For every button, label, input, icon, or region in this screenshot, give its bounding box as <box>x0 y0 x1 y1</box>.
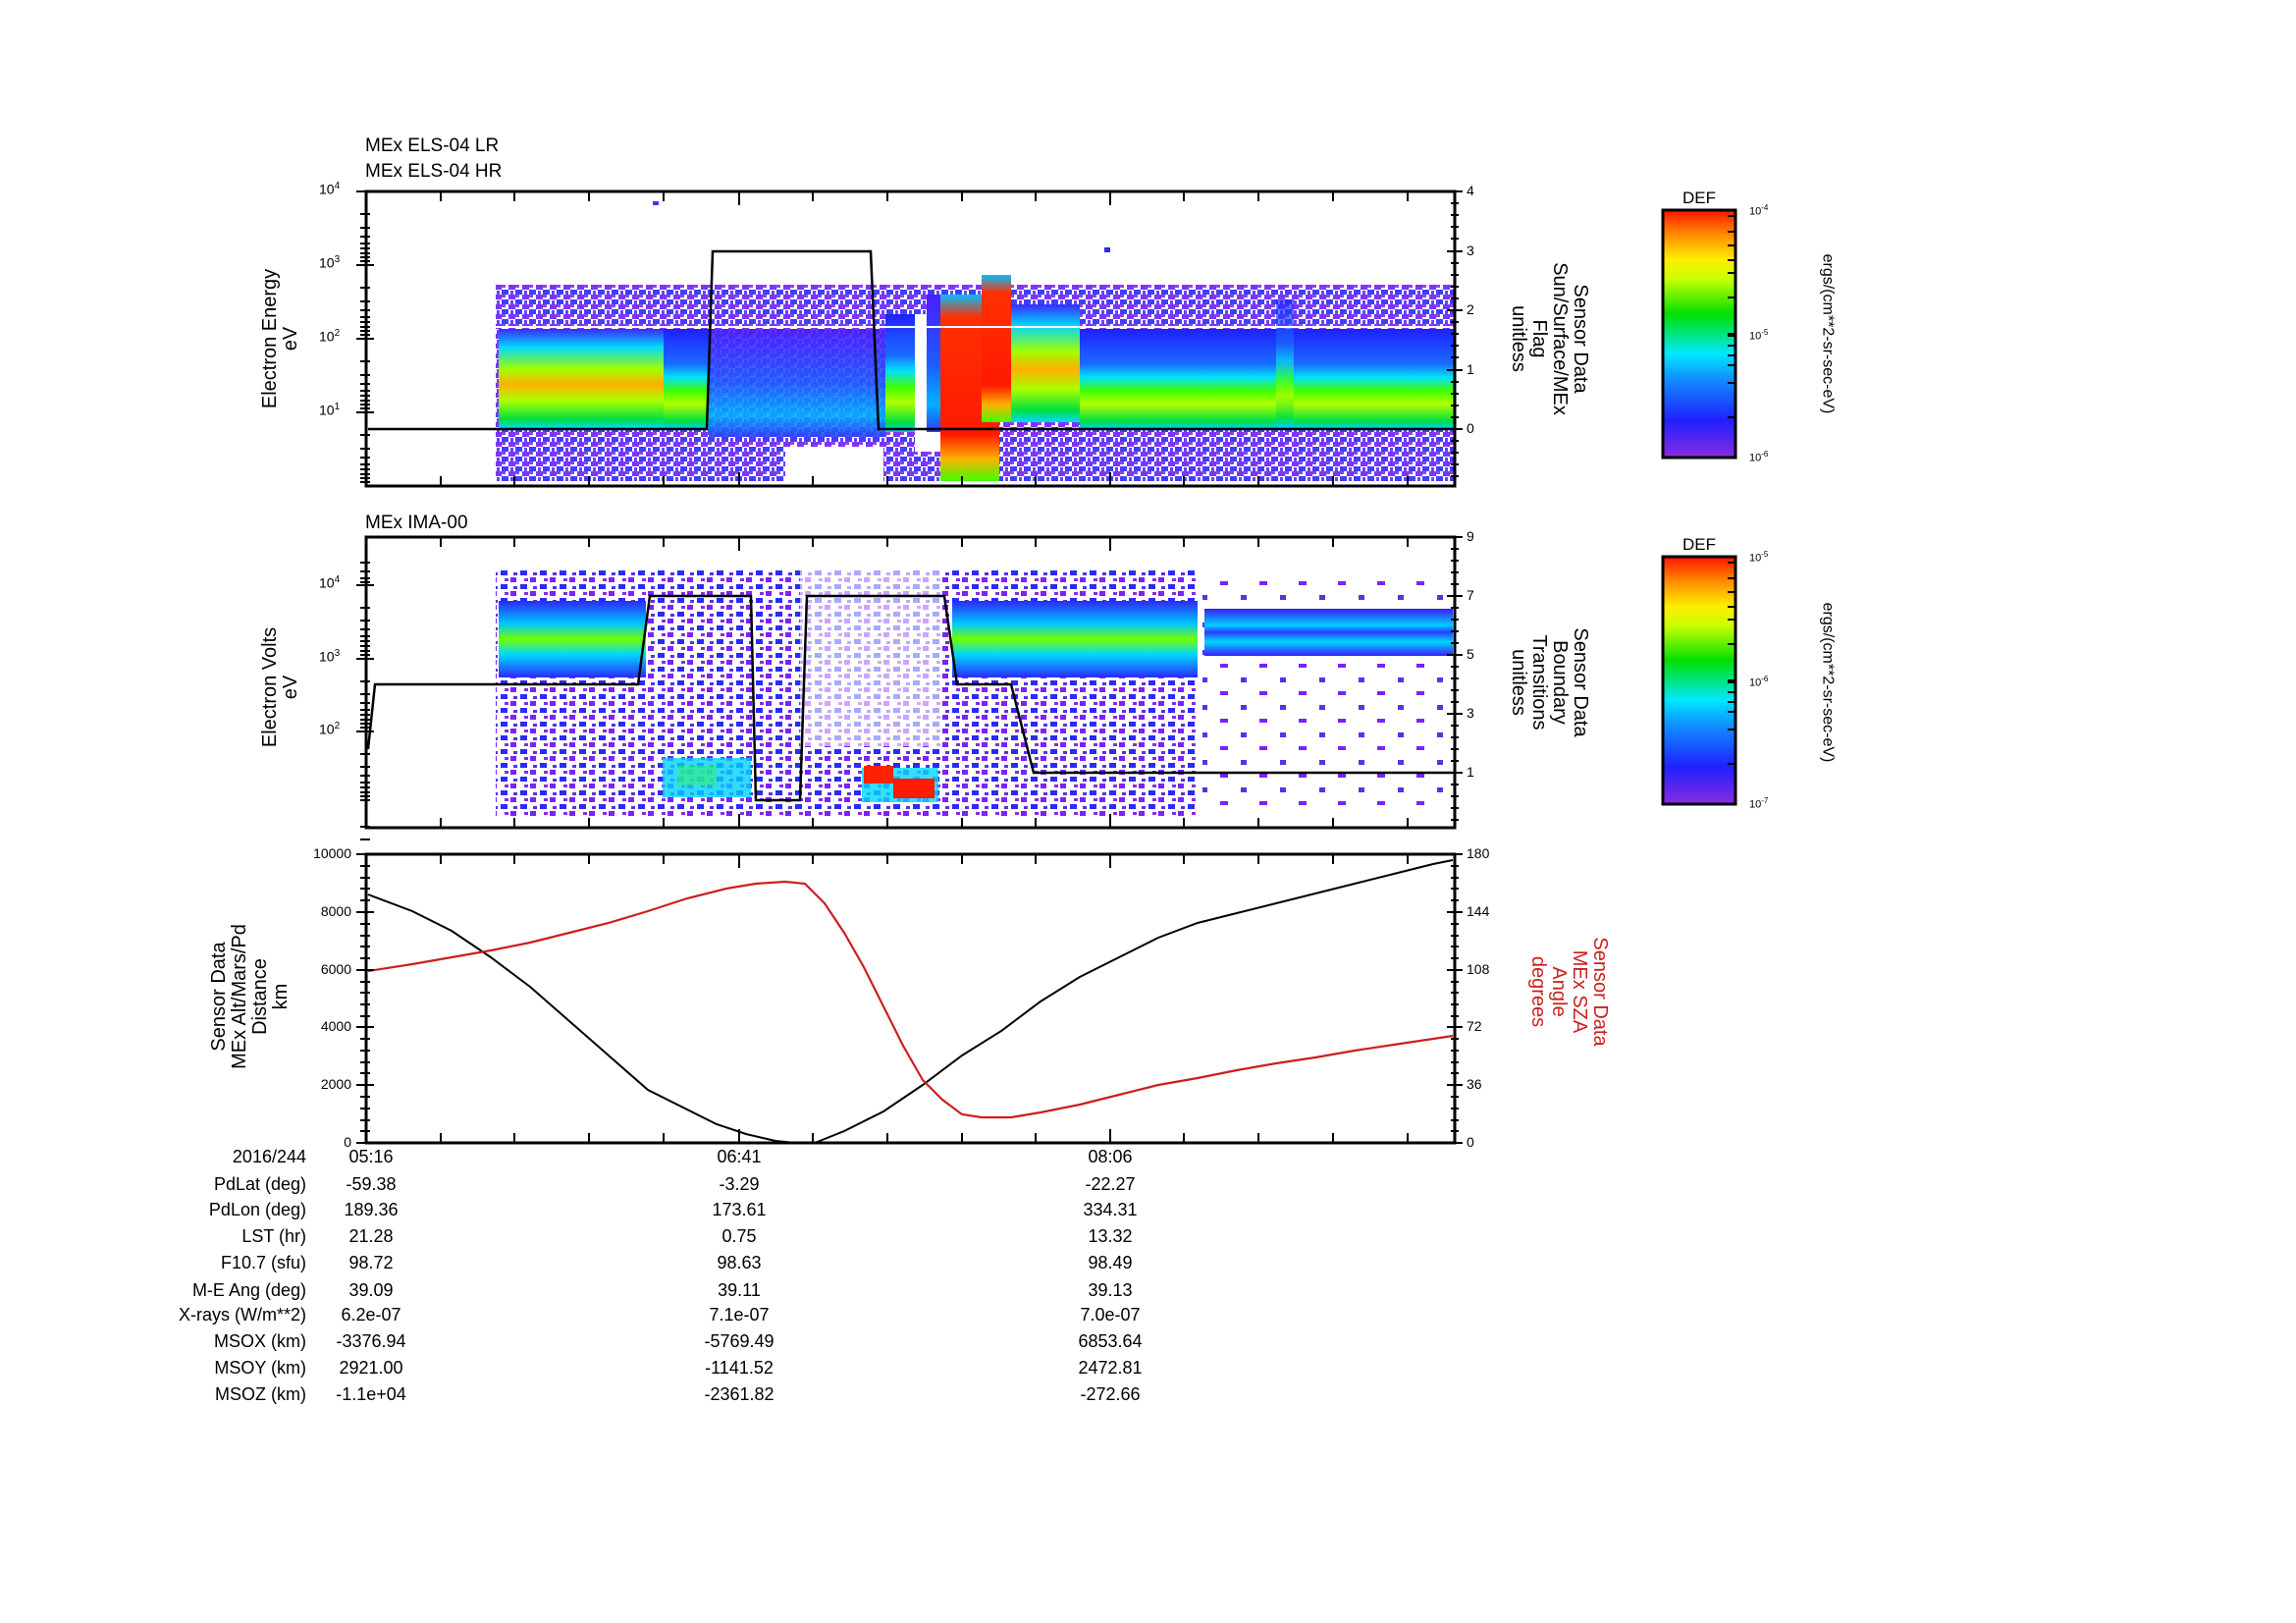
eph-value: 21.28 <box>348 1226 394 1246</box>
els-rtick-1: 1 <box>1467 361 1474 377</box>
els-colorbar-min: 10-6 <box>1749 450 1769 464</box>
els-ytick-1e2: 102 <box>319 328 341 345</box>
els-rtick-0: 0 <box>1467 420 1474 436</box>
eph-row-label: 2016/244 <box>232 1147 306 1166</box>
eph-value: 39.11 <box>718 1280 761 1300</box>
ima-colorbar-title: DEF <box>1682 535 1716 554</box>
eph-value: 39.13 <box>1088 1280 1133 1300</box>
y-ticks <box>356 190 1463 1144</box>
ima-rtick-5: 5 <box>1467 646 1474 662</box>
els-colorbar-title: DEF <box>1682 189 1716 207</box>
eph-row-label: MSOY (km) <box>214 1358 306 1378</box>
eph-value: 98.49 <box>1088 1253 1133 1272</box>
eph-value: -5769.49 <box>704 1331 774 1351</box>
colorbar-ima <box>1661 555 1737 806</box>
eph-value: 334.31 <box>1083 1200 1138 1219</box>
orbit-ytick-6000: 6000 <box>320 961 351 977</box>
eph-value: 7.1e-07 <box>709 1305 770 1325</box>
els-rtick-4: 4 <box>1467 183 1474 198</box>
ima-colorbar-max: 10-5 <box>1749 550 1769 565</box>
eph-row-label: F10.7 (sfu) <box>220 1253 306 1272</box>
eph-row-label: PdLon (deg) <box>208 1200 306 1219</box>
ima-spectrogram <box>366 569 1453 817</box>
ima-ytick-1e2: 102 <box>319 721 341 737</box>
eph-value: 98.63 <box>717 1253 762 1272</box>
els-rtick-3: 3 <box>1467 243 1474 258</box>
els-ylabel-right: Sensor Data Sun/Surface/MEx Flag unitless <box>1508 262 1591 415</box>
eph-value: -3.29 <box>719 1174 760 1194</box>
ima-colorbar-mid: 10-6 <box>1749 675 1769 689</box>
els-colorbar-max: 10-4 <box>1749 203 1769 218</box>
orbit-ylabel-left: Sensor Data MEx Alt/Mars/Pd Distance km <box>208 924 292 1069</box>
orbit-rtick-72: 72 <box>1467 1018 1482 1034</box>
els-title-hr: MEx ELS-04 HR <box>365 161 503 182</box>
eph-value: 6853.64 <box>1078 1331 1143 1351</box>
eph-value: -272.66 <box>1080 1384 1141 1404</box>
ima-title: MEx IMA-00 <box>365 513 468 533</box>
eph-row-label: MSOZ (km) <box>215 1384 306 1404</box>
colorbar-els <box>1661 208 1737 460</box>
orbit-rtick-36: 36 <box>1467 1076 1482 1092</box>
eph-value: 13.32 <box>1088 1226 1133 1246</box>
orbit-rtick-0: 0 <box>1467 1134 1474 1150</box>
eph-value: -59.38 <box>346 1174 397 1194</box>
eph-value: 6.2e-07 <box>341 1305 401 1325</box>
orbit-rtick-180: 180 <box>1467 845 1490 861</box>
ima-ylabel-right: Sensor Data Boundary Transitions unitless <box>1508 627 1591 737</box>
eph-row-label: LST (hr) <box>241 1226 306 1246</box>
orbit-rtick-144: 144 <box>1467 903 1490 919</box>
eph-row-label: MSOX (km) <box>214 1331 306 1351</box>
orbit-ytick-0: 0 <box>344 1134 351 1150</box>
orbit-ytick-2000: 2000 <box>320 1076 351 1092</box>
ima-colorbar-units: ergs/(cm**2-sr-sec-eV) <box>1819 602 1837 763</box>
eph-value: -2361.82 <box>704 1384 774 1404</box>
eph-value: 39.09 <box>348 1280 394 1300</box>
eph-value: 173.61 <box>712 1200 767 1219</box>
eph-value: 98.72 <box>348 1253 394 1272</box>
eph-row-label: M-E Ang (deg) <box>191 1280 306 1300</box>
ima-rtick-1: 1 <box>1467 764 1474 780</box>
els-ytick-1e4: 104 <box>319 181 341 197</box>
els-ylabel-left: Electron Energy eV <box>259 268 301 409</box>
els-ytick-1e1: 101 <box>319 402 341 418</box>
ima-rtick-3: 3 <box>1467 705 1474 721</box>
orbit-rtick-108: 108 <box>1467 961 1490 977</box>
els-ytick-1e3: 103 <box>319 254 341 271</box>
x-ticks <box>440 191 1409 1143</box>
ima-ytick-1e4: 104 <box>319 574 341 591</box>
els-rtick-2: 2 <box>1467 301 1474 317</box>
ima-colorbar-min: 10-7 <box>1749 796 1769 811</box>
eph-value: 06:41 <box>717 1147 762 1166</box>
els-spectrogram <box>368 201 1456 484</box>
eph-row-label: PdLat (deg) <box>213 1174 306 1194</box>
eph-value: 189.36 <box>344 1200 399 1219</box>
eph-row-label: X-rays (W/m**2) <box>179 1305 306 1325</box>
ima-rtick-9: 9 <box>1467 528 1474 544</box>
orbit-lines <box>367 859 1454 1144</box>
eph-value: -22.27 <box>1085 1174 1136 1194</box>
ima-ylabel-left: Electron Volts eV <box>259 626 301 748</box>
eph-value: -1141.52 <box>705 1358 774 1378</box>
orbit-ylabel-right: Sensor Data MEx SZA Angle degrees <box>1527 937 1611 1047</box>
eph-value: 05:16 <box>348 1147 394 1166</box>
eph-value: -1.1e+04 <box>336 1384 406 1404</box>
eph-value: 2472.81 <box>1078 1358 1143 1378</box>
els-title-lr: MEx ELS-04 LR <box>365 135 500 156</box>
eph-value: -3376.94 <box>336 1331 406 1351</box>
eph-value: 08:06 <box>1088 1147 1133 1166</box>
orbit-ytick-4000: 4000 <box>320 1018 351 1034</box>
els-colorbar-units: ergs/(cm**2-sr-sec-eV) <box>1819 253 1837 414</box>
eph-value: 2921.00 <box>339 1358 403 1378</box>
ima-ytick-1e3: 103 <box>319 648 341 665</box>
eph-value: 7.0e-07 <box>1080 1305 1141 1325</box>
els-colorbar-mid: 10-5 <box>1749 328 1769 343</box>
ima-rtick-7: 7 <box>1467 587 1474 603</box>
orbit-ytick-10000: 10000 <box>313 845 351 861</box>
eph-value: 0.75 <box>721 1226 757 1246</box>
orbit-ytick-8000: 8000 <box>320 903 351 919</box>
